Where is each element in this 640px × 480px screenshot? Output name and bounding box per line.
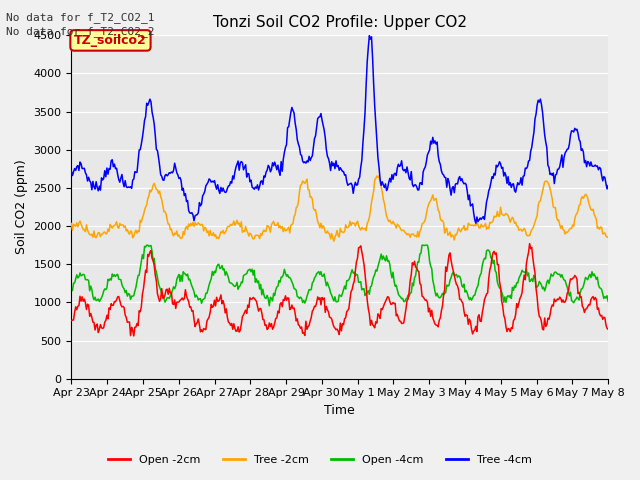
Title: Tonzi Soil CO2 Profile: Upper CO2: Tonzi Soil CO2 Profile: Upper CO2 [212,15,467,30]
X-axis label: Time: Time [324,404,355,417]
Y-axis label: Soil CO2 (ppm): Soil CO2 (ppm) [15,160,28,254]
Text: No data for f_T2_CO2_2: No data for f_T2_CO2_2 [6,26,155,37]
Text: TZ_soilco2: TZ_soilco2 [74,34,147,47]
Text: No data for f_T2_CO2_1: No data for f_T2_CO2_1 [6,12,155,23]
Legend: Open -2cm, Tree -2cm, Open -4cm, Tree -4cm: Open -2cm, Tree -2cm, Open -4cm, Tree -4… [104,451,536,469]
